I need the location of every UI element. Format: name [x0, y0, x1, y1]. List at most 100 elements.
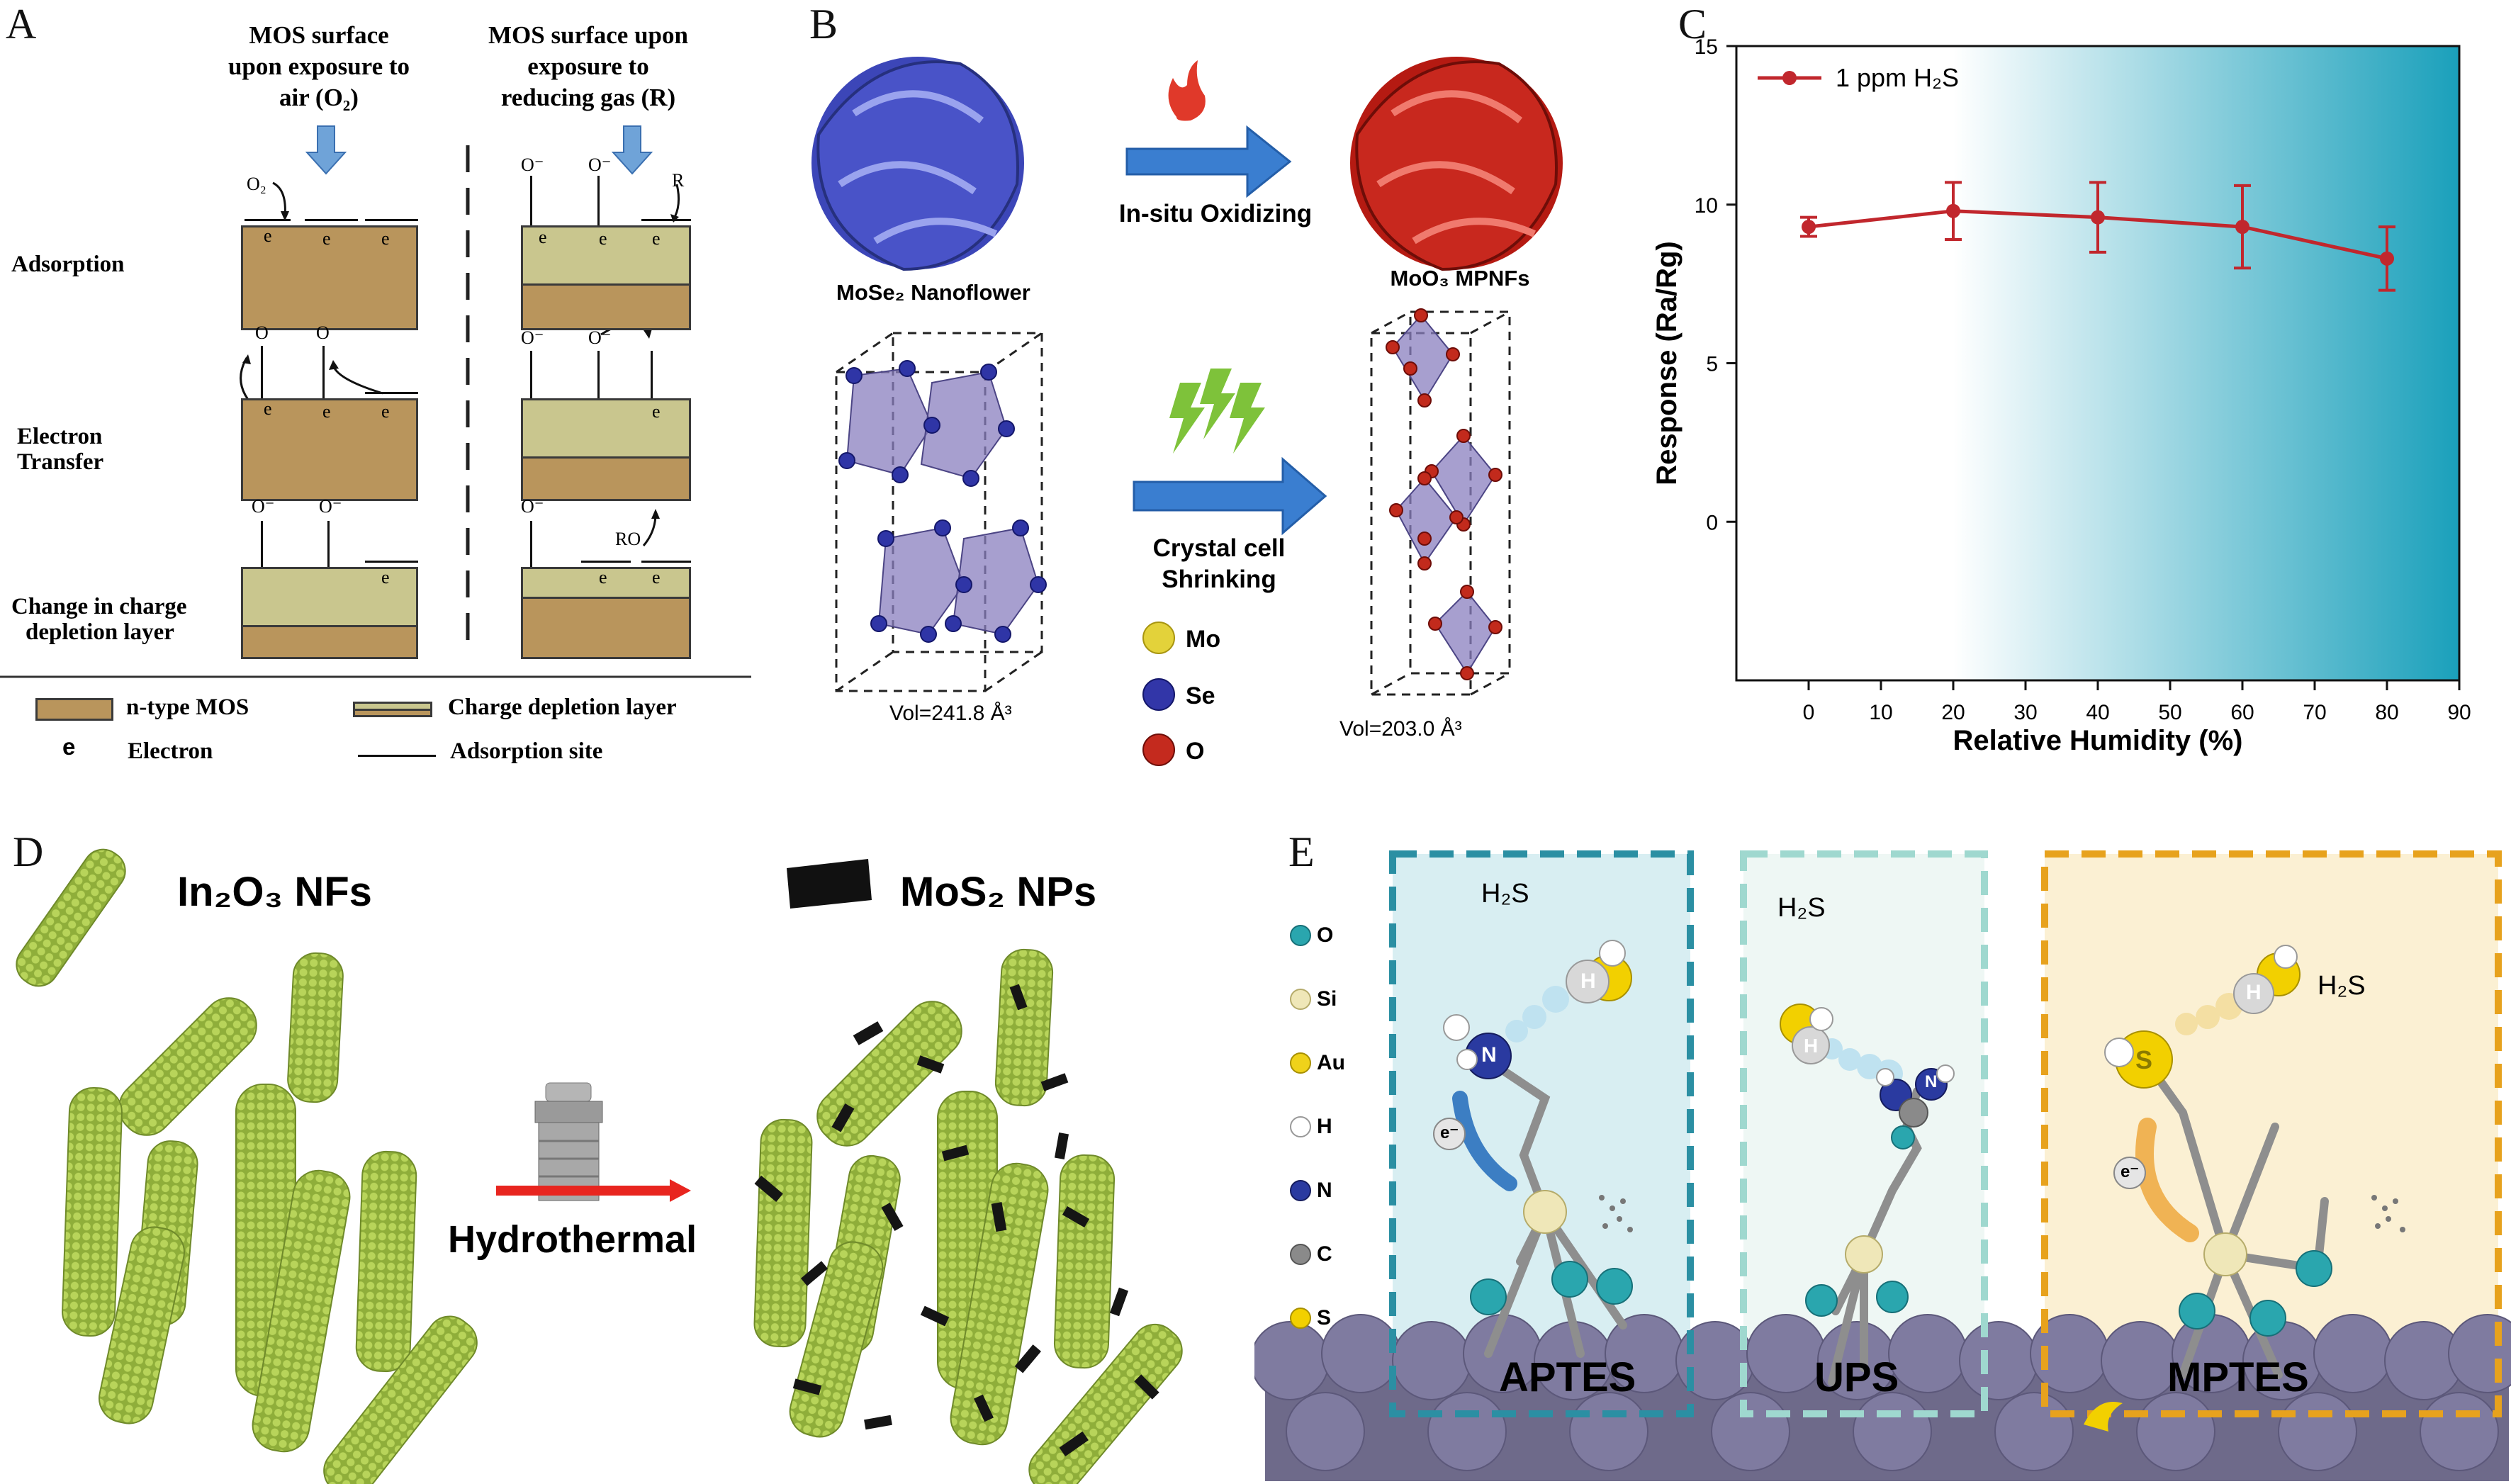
- x-axis-label: Relative Humidity (%): [1953, 725, 2243, 756]
- depletion-layer: [523, 569, 689, 599]
- mptes-box: [2041, 850, 2502, 1417]
- o-legend-dot: [1142, 733, 1175, 766]
- s-atom-letter: S: [2135, 1045, 2153, 1074]
- c-atom: [1899, 1098, 1928, 1128]
- electron-transfer-arrow: [1452, 1091, 1517, 1191]
- in2o3-legend-rod: [16, 848, 126, 987]
- mo-legend-dot: [1142, 622, 1175, 654]
- row-label-electron-transfer: Electron Transfer: [17, 424, 104, 475]
- arrow-o2-in: [272, 181, 286, 217]
- in2o3-nanofiber-cluster: [62, 952, 478, 1484]
- panel-a: A MOS surface upon exposure to air (O₂) …: [0, 0, 751, 780]
- electron: e: [599, 567, 607, 588]
- data-point: [1946, 203, 1960, 218]
- panel-b-label: B: [809, 1, 838, 47]
- electron-transfer-arrow: [2135, 1118, 2199, 1242]
- flame-icon: [1168, 60, 1206, 121]
- mptes-label: MPTES: [2167, 1354, 2309, 1400]
- data-point: [2091, 210, 2105, 225]
- mos-block-b2: [521, 398, 691, 501]
- panel-b-graphics: [811, 57, 1563, 766]
- panel-a-label: A: [6, 1, 37, 47]
- o-legend-label: O: [1186, 738, 1205, 765]
- x-tick-label: 10: [1869, 701, 1892, 724]
- o-site: [597, 176, 600, 225]
- humidity-chart: 0 10 20 30 40 50 60 70 80 90 0 5 10 15 Relative Humidi…: [1651, 35, 2471, 756]
- o-atoms: [1386, 308, 1502, 680]
- o-minus-label: O⁻: [521, 496, 544, 517]
- legend-s-label: S: [1317, 1306, 1332, 1330]
- ro-label: RO: [615, 529, 641, 549]
- o-minus-label: O⁻: [521, 327, 544, 348]
- si-atom: [1845, 1235, 1883, 1274]
- aptes-gas-label: H₂S: [1481, 879, 1529, 909]
- x-tick-label: 20: [1941, 701, 1965, 724]
- mos2-nanoparticles: [754, 984, 1159, 1457]
- o-site: [327, 521, 330, 567]
- o-atom: [1805, 1284, 1838, 1317]
- panel-c-label: C: [1678, 1, 1707, 47]
- o-site: [322, 346, 325, 398]
- h-atom: [1443, 1014, 1470, 1041]
- h-atom-letter: H: [2246, 981, 2262, 1004]
- o-label: O: [255, 322, 269, 343]
- o-site: [530, 521, 532, 567]
- hydrothermal-label: Hydrothermal: [448, 1218, 697, 1261]
- legend-depletion-label: Charge depletion layer: [448, 695, 677, 720]
- electron: e: [322, 401, 331, 422]
- mos-block-a2: [241, 398, 418, 501]
- panel-a-arrows: [0, 125, 751, 678]
- moo3-octahedra: [1391, 314, 1497, 675]
- si-atom: [2203, 1232, 2247, 1276]
- electron: e: [264, 225, 272, 246]
- h-atom: [1599, 940, 1626, 967]
- mos-block-b3: [521, 567, 691, 659]
- h-atom: [2233, 973, 2274, 1014]
- h-atom-letter: H: [1580, 969, 1596, 993]
- h-atom: [2104, 1038, 2134, 1067]
- panel-d-graphics: [16, 848, 1183, 1484]
- scatter-dots: [2371, 1195, 2405, 1232]
- y-axis-label: Response (Ra/Rg): [1651, 241, 1683, 485]
- adsorption-site: [581, 561, 631, 563]
- mos2-decorated-cluster: [753, 948, 1183, 1484]
- y-tick-label: 0: [1706, 511, 1718, 534]
- row-label-depletion: Change in charge depletion layer: [11, 594, 187, 645]
- electron-icon: [2113, 1157, 2146, 1189]
- h-atom: [1876, 1068, 1894, 1086]
- mose2-nanoflower-image: [811, 57, 1024, 271]
- data-point: [2380, 251, 2394, 266]
- mos2-label: MoS₂ NPs: [900, 869, 1097, 915]
- electron-label: e⁻: [1440, 1123, 1459, 1142]
- n-legend-dot: [1290, 1180, 1311, 1201]
- h-atom: [2274, 945, 2298, 969]
- legend-e-symbol: e: [62, 733, 76, 760]
- o-minus-label: O⁻: [588, 154, 612, 175]
- ups-box: [1740, 850, 1988, 1417]
- h-legend-dot: [1290, 1116, 1311, 1137]
- aptes-box: [1389, 850, 1694, 1417]
- depletion-layer: [523, 227, 689, 286]
- se-legend-label: Se: [1186, 682, 1215, 709]
- electron: e: [652, 228, 661, 249]
- shrinking-arrow: [1133, 456, 1327, 536]
- o-minus-label: O⁻: [319, 496, 342, 517]
- lightning-icon: [1169, 369, 1265, 454]
- n-atom-letter: N: [1481, 1043, 1497, 1067]
- h-atom: [1456, 1049, 1478, 1070]
- in-situ-oxidizing-label: In-situ Oxidizing: [1118, 200, 1313, 227]
- legend-ntype-label: n-type MOS: [126, 695, 249, 720]
- electron: e: [381, 567, 390, 588]
- r-site: [651, 351, 653, 398]
- c-legend-dot: [1290, 1244, 1311, 1265]
- electron-icon: [1433, 1118, 1466, 1150]
- mos-block-a3: [241, 567, 418, 659]
- o-atom: [2179, 1293, 2215, 1330]
- electron: e: [652, 401, 661, 422]
- vol-left: Vol=241.8 Å³: [889, 702, 1012, 725]
- vol-right: Vol=203.0 Å³: [1339, 717, 1462, 741]
- ups-label: UPS: [1814, 1354, 1899, 1400]
- legend-site-line: [358, 755, 436, 757]
- x-tick-label: 0: [1803, 701, 1815, 724]
- si-atom: [1523, 1190, 1567, 1234]
